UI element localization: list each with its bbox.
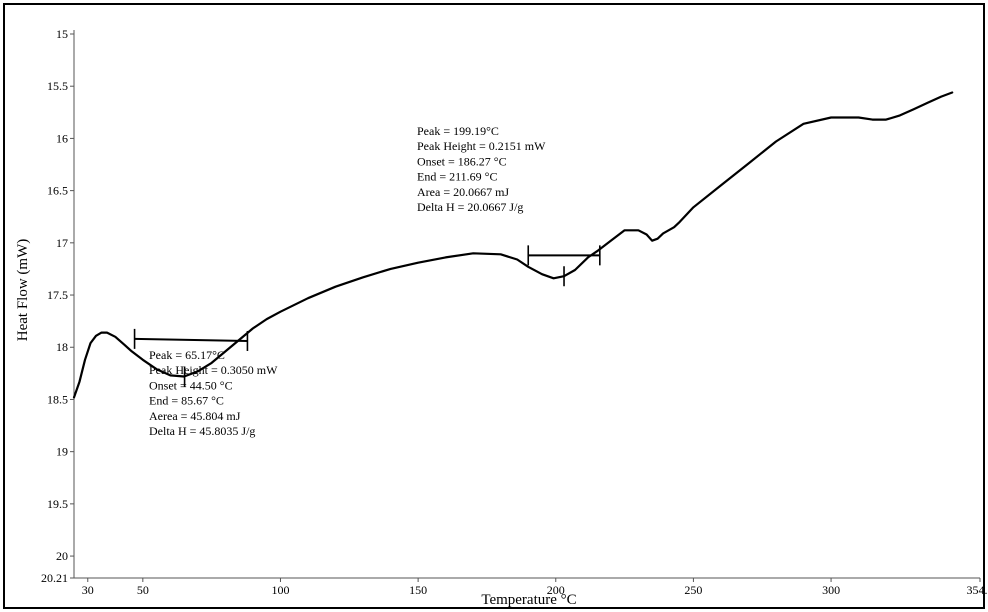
x-tick-label: 200: [547, 583, 565, 597]
annotation-line: Onset = 44.50 °C: [149, 378, 233, 392]
x-tick-label: 300: [822, 583, 840, 597]
heat-flow-curve: [72, 91, 954, 399]
annotation-line: End = 211.69 °C: [417, 170, 497, 184]
y-tick-label: 20: [56, 549, 68, 563]
annotation-line: Peak = 199.19°C: [417, 124, 499, 138]
y-tick-label: 17: [56, 236, 68, 250]
x-tick-label: 150: [409, 583, 427, 597]
x-axis-label: Temperature °C: [481, 592, 576, 608]
x-tick-label: 250: [684, 583, 702, 597]
y-tick-label: 19: [56, 445, 68, 459]
annotation-line: Peak = 65.17°C: [149, 348, 225, 362]
annotation-line: End = 85.67 °C: [149, 394, 224, 408]
x-tick-label: 50: [137, 583, 149, 597]
x-tick-label: 100: [271, 583, 289, 597]
baselines: [134, 254, 600, 342]
annotation-line: Area = 20.0667 mJ: [417, 185, 509, 199]
chart-frame: [3, 3, 985, 609]
annotation-line: Aerea = 45.804 mJ: [149, 409, 241, 423]
annotation-line: Onset = 186.27 °C: [417, 154, 507, 168]
y-tick-label: 17.5: [47, 288, 68, 302]
axes: 15 15.5 16 16.5 17 17.5 18 18.5 19 19.5 20 20.21 30 5…: [41, 27, 988, 597]
y-tick-label: 15.5: [47, 79, 68, 93]
annotation-line: Peak Height = 0.3050 mW: [149, 363, 278, 377]
y-tick-label: 18.5: [47, 392, 68, 406]
annotation-line: Peak Height = 0.2151 mW: [417, 139, 546, 153]
heat-flow-curve-group: [72, 91, 954, 399]
peak-baseline: [134, 337, 248, 342]
annotation-line: Delta H = 20.0667 J/g: [417, 200, 523, 214]
x-tick-label: 30: [82, 583, 94, 597]
x-tick-label: 354.1: [967, 583, 988, 597]
y-tick-label: 15: [56, 27, 68, 41]
y-axis-label: Heat Flow (mW): [15, 239, 31, 341]
y-tick-label: 16: [56, 131, 68, 145]
tick-markers: [133, 245, 601, 387]
y-tick-label: 20.21: [41, 571, 68, 585]
y-tick-label: 16.5: [47, 184, 68, 198]
y-tick-label: 18: [56, 340, 68, 354]
y-tick-label: 19.5: [47, 497, 68, 511]
annotation-line: Delta H = 45.8035 J/g: [149, 424, 255, 438]
